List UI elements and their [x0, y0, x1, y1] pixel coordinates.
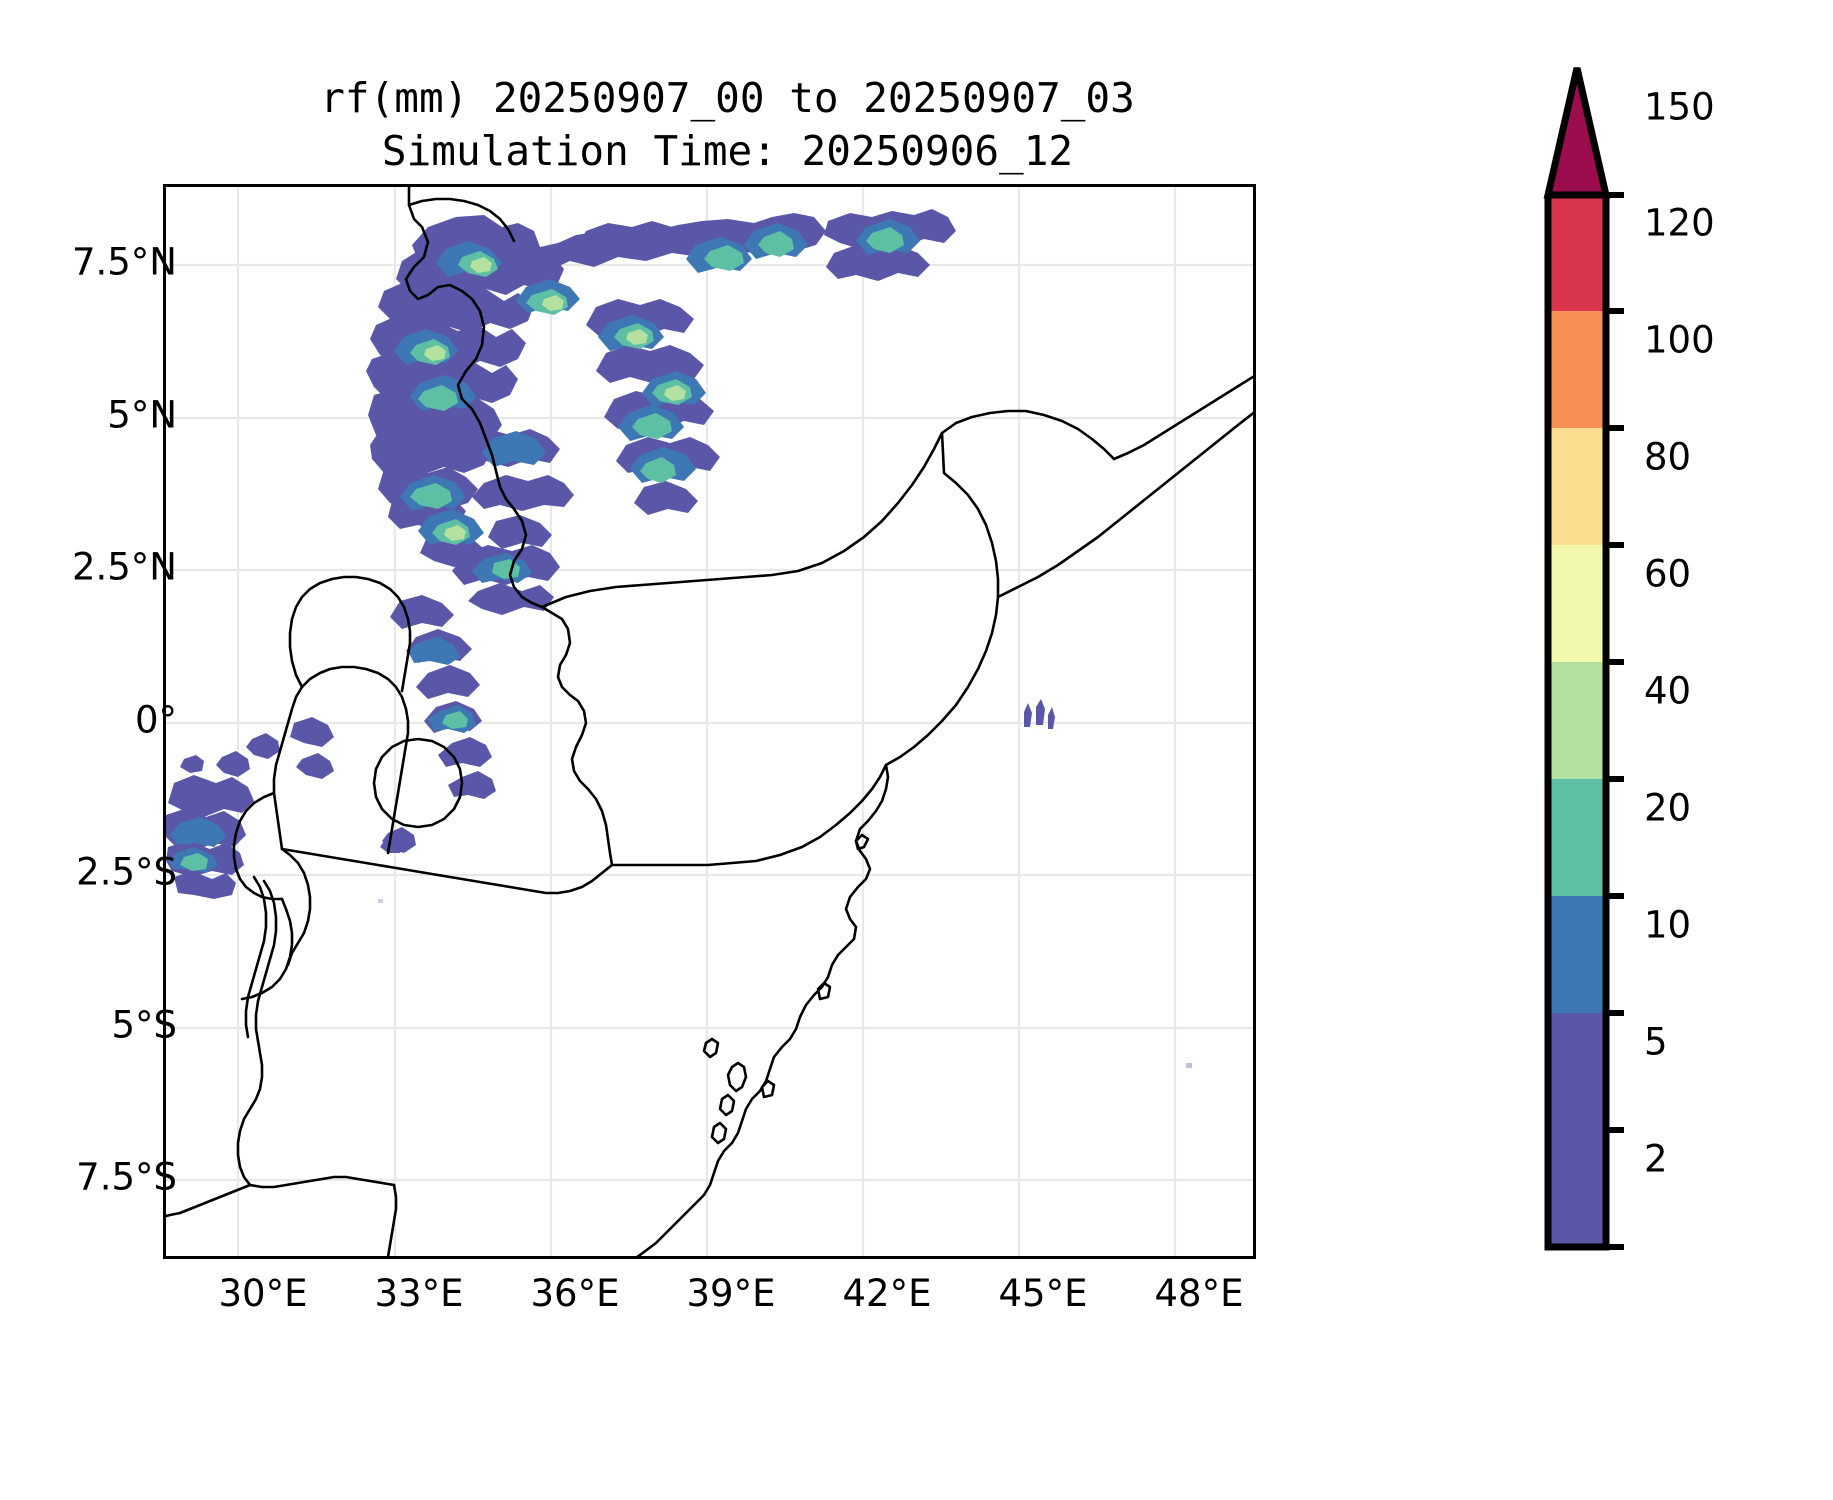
- colorbar-graphic: [1543, 67, 1624, 1251]
- colorbar-label-80: 80: [1644, 435, 1692, 479]
- colorbar-ticks: [1606, 192, 1624, 1250]
- xtick-label-30E: 30°E: [218, 1272, 308, 1315]
- colorbar-band-60-80: [1548, 545, 1606, 662]
- colorbar-band-120-150: [1548, 195, 1606, 311]
- colorbar-band-20-40: [1548, 779, 1606, 896]
- xtick-label-45E: 45°E: [998, 1272, 1088, 1315]
- map-graphic: [166, 187, 1253, 1256]
- gridlines: [166, 187, 1253, 1256]
- ytick-label-5N: 5°N: [107, 393, 177, 437]
- map-plot-area: [163, 184, 1256, 1259]
- chart-title: rf(mm) 20250907_00 to 20250907_03 Simula…: [320, 74, 1135, 175]
- xtick-label-42E: 42°E: [842, 1272, 932, 1315]
- xtick-label-33E: 33°E: [374, 1272, 464, 1315]
- colorbar-band-80-100: [1548, 428, 1606, 545]
- colorbar-band-10-20: [1548, 896, 1606, 1013]
- colorbar-band-40-60: [1548, 662, 1606, 779]
- ytick-label-0: 0°: [134, 698, 177, 742]
- colorbar-label-5: 5: [1644, 1020, 1668, 1064]
- xtick-label-36E: 36°E: [530, 1272, 620, 1315]
- xtick-label-39E: 39°E: [686, 1272, 776, 1315]
- ytick-label-5S: 5°S: [111, 1003, 177, 1047]
- colorbar-label-20: 20: [1644, 786, 1692, 830]
- precipitation-contours: [166, 209, 1192, 1068]
- colorbar-label-100: 100: [1644, 318, 1715, 362]
- colorbar-label-40: 40: [1644, 669, 1692, 713]
- ytick-label-7.5S: 7.5°S: [76, 1155, 177, 1199]
- ytick-label-7.5N: 7.5°N: [71, 240, 177, 284]
- colorbar-label-120: 120: [1644, 201, 1715, 245]
- colorbar-label-10: 10: [1644, 903, 1692, 947]
- colorbar-extend-arrow: [1543, 67, 1611, 199]
- colorbar: [1543, 67, 1624, 1251]
- colorbar-band-2-5: [1548, 1130, 1606, 1247]
- colorbar-label-60: 60: [1644, 552, 1692, 596]
- map-clip: [166, 187, 1253, 1256]
- colorbar-band-5-10: [1548, 1013, 1606, 1130]
- ytick-label-2.5N: 2.5°N: [71, 545, 177, 589]
- xtick-label-48E: 48°E: [1154, 1272, 1244, 1315]
- colorbar-label-150: 150: [1644, 85, 1715, 129]
- colorbar-outline: [1544, 195, 1610, 1251]
- colorbar-band-100-120: [1548, 311, 1606, 428]
- ytick-label-2.5S: 2.5°S: [76, 850, 177, 894]
- colorbar-bands: [1548, 195, 1606, 1247]
- coastlines-and-borders: [166, 187, 1253, 1256]
- colorbar-label-2: 2: [1644, 1137, 1668, 1181]
